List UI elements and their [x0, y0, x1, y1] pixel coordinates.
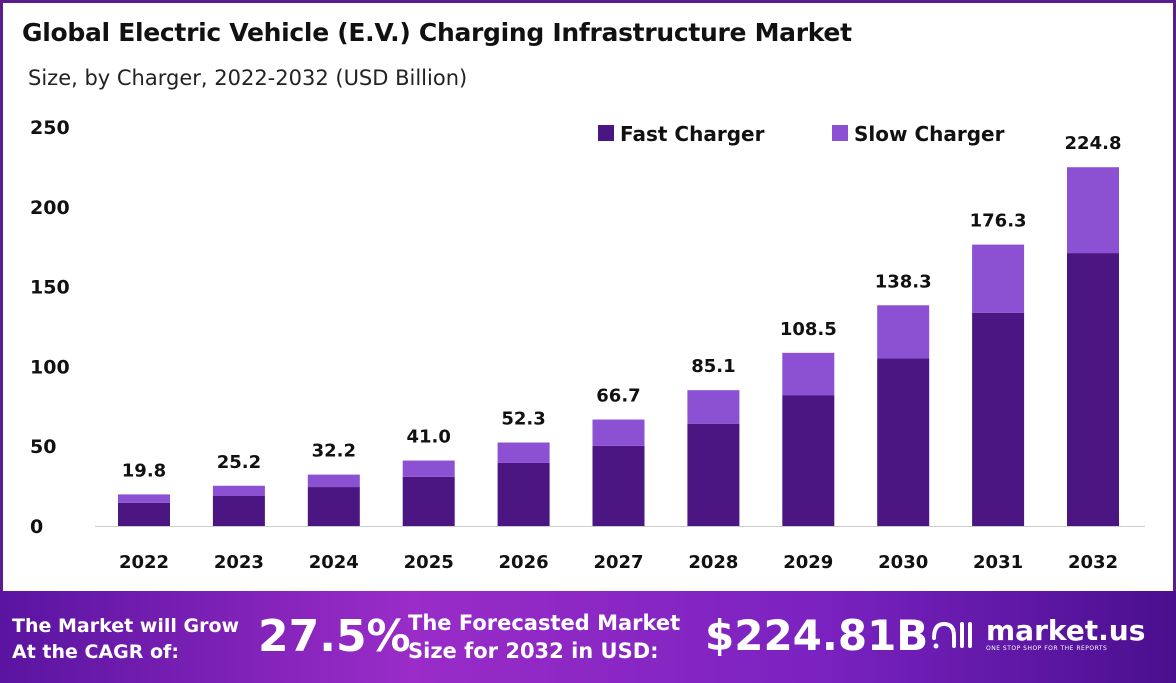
- data-label: 176.3: [970, 211, 1027, 232]
- data-label: 19.8: [122, 460, 166, 481]
- y-tick-label: 150: [30, 277, 70, 299]
- logo-icon: [932, 621, 972, 648]
- x-tick-label: 2030: [878, 552, 928, 573]
- forecast-label: The Forecasted Market Size for 2032 in US…: [408, 609, 680, 665]
- bar-slow-charger: [782, 352, 835, 396]
- bar-slow-charger: [1067, 167, 1119, 254]
- bar-fast-charger: [497, 462, 550, 526]
- legend-swatch: [832, 125, 848, 141]
- y-tick-label: 250: [30, 117, 70, 139]
- bar-slow-charger: [307, 474, 360, 488]
- x-tick-label: 2027: [593, 552, 643, 573]
- summary-banner: The Market will Grow At the CAGR of: 27.5…: [0, 591, 1176, 683]
- bar-fast-charger: [687, 423, 740, 526]
- bar-slow-charger: [212, 485, 265, 496]
- y-tick-label: 0: [30, 516, 43, 538]
- cagr-label-line2: At the CAGR of:: [12, 641, 179, 663]
- bar-chart: 0 50 100 150 200 250 19.8 2022 25.2 2023 32.2 2024 4…: [30, 117, 1145, 573]
- bar-fast-charger: [307, 487, 360, 526]
- bar-fast-charger: [212, 495, 265, 526]
- x-tick-label: 2022: [119, 552, 169, 573]
- cagr-value: 27.5%: [258, 611, 411, 662]
- x-tick-label: 2028: [688, 552, 738, 573]
- bar-fast-charger: [1067, 253, 1119, 527]
- data-label: 138.3: [875, 271, 932, 292]
- y-tick-label: 100: [30, 356, 70, 378]
- market-us-logo: market.us ONE STOP SHOP FOR THE REPORTS: [930, 617, 1145, 652]
- forecast-label-line2: Size for 2032 in USD:: [408, 639, 659, 663]
- data-label: 108.5: [780, 319, 837, 340]
- bar-slow-charger: [972, 244, 1025, 313]
- chart-subtitle: Size, by Charger, 2022-2032 (USD Billion…: [28, 66, 468, 90]
- x-tick-label: 2031: [973, 552, 1023, 573]
- bar-slow-charger: [687, 390, 740, 424]
- bar-fast-charger: [972, 312, 1025, 526]
- bar-fast-charger: [782, 395, 835, 526]
- logo-name: market.us: [986, 614, 1146, 647]
- chart-title: Global Electric Vehicle (E.V.) Charging …: [22, 18, 852, 47]
- legend-swatch: [598, 125, 614, 141]
- cagr-label: The Market will Grow At the CAGR of:: [12, 613, 239, 665]
- data-label: 224.8: [1065, 133, 1122, 154]
- bar-fast-charger: [592, 445, 645, 526]
- bar-slow-charger: [592, 419, 645, 446]
- forecast-value: $224.81B: [705, 611, 929, 660]
- bar-fast-charger: [877, 358, 930, 526]
- x-tick-label: 2026: [499, 552, 549, 573]
- legend-label: Slow Charger: [854, 122, 1005, 146]
- bar-slow-charger: [402, 460, 455, 477]
- y-tick-label: 200: [30, 197, 70, 219]
- bar-slow-charger: [497, 442, 550, 463]
- x-tick-label: 2029: [783, 552, 833, 573]
- data-label: 32.2: [312, 441, 356, 462]
- data-label: 52.3: [501, 409, 545, 430]
- data-label: 25.2: [217, 452, 261, 473]
- y-tick-label: 50: [30, 436, 56, 458]
- data-label: 41.0: [406, 427, 450, 448]
- bar-fast-charger: [402, 476, 455, 526]
- data-label: 66.7: [596, 386, 640, 407]
- bar-slow-charger: [877, 305, 930, 359]
- bar-fast-charger: [118, 502, 170, 526]
- forecast-label-line1: The Forecasted Market: [408, 611, 681, 635]
- x-tick-label: 2025: [404, 552, 454, 573]
- x-tick-label: 2024: [309, 552, 359, 573]
- legend-label: Fast Charger: [620, 122, 765, 146]
- cagr-label-line1: The Market will Grow: [12, 615, 240, 637]
- bar-slow-charger: [118, 494, 170, 503]
- x-tick-label: 2023: [214, 552, 264, 573]
- x-tick-label: 2032: [1068, 552, 1118, 573]
- logo-tagline: ONE STOP SHOP FOR THE REPORTS: [986, 645, 1108, 652]
- data-label: 85.1: [691, 356, 735, 377]
